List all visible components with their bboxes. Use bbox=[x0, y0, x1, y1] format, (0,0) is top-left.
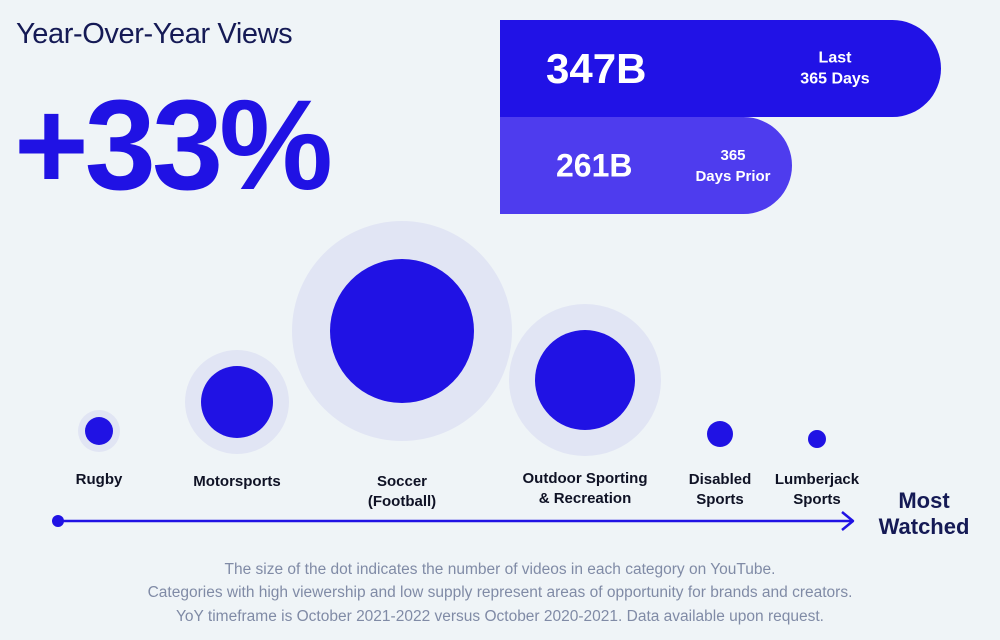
category-label-disabled-sports: Disabled Sports bbox=[689, 470, 752, 511]
category-label-outdoor-sporting-recreation: Outdoor Sporting & Recreation bbox=[523, 469, 648, 510]
category-label-line: Outdoor Sporting bbox=[522, 470, 648, 487]
axis-end-label-line2: Watched bbox=[878, 514, 970, 540]
category-label-line: Soccer bbox=[376, 473, 428, 490]
bubble-disabled-sports bbox=[707, 421, 733, 447]
prior-views-pill: 261B 365 Days Prior bbox=[500, 117, 792, 214]
category-label-lumberjack-sports: Lumberjack Sports bbox=[775, 470, 859, 511]
category-label-line: Lumberjack bbox=[774, 471, 860, 488]
category-label-motorsports: Motorsports bbox=[193, 472, 281, 492]
axis-arrowhead bbox=[841, 511, 855, 531]
footnotes: The size of the dot indicates the number… bbox=[0, 558, 1000, 628]
current-views-label-line2: 365 Days bbox=[800, 70, 870, 88]
category-label-line: & Recreation bbox=[538, 490, 632, 508]
bubble-motorsports bbox=[201, 366, 273, 438]
category-label-soccer-football: Soccer (Football) bbox=[368, 472, 436, 513]
category-label-line: Rugby bbox=[75, 471, 123, 488]
category-label-line: (Football) bbox=[367, 493, 437, 511]
category-label-line: Sports bbox=[793, 491, 841, 509]
bubble-rugby bbox=[85, 417, 113, 445]
category-label-line: Disabled bbox=[688, 471, 752, 488]
footnote-line: Categories with high viewership and low … bbox=[147, 584, 853, 602]
current-views-value: 347B bbox=[546, 44, 647, 92]
current-views-label-line1: Last bbox=[818, 48, 852, 66]
footnote-line: YoY timeframe is October 2021-2022 versu… bbox=[176, 607, 824, 625]
category-label-rugby: Rugby bbox=[76, 470, 123, 490]
category-label-line: Sports bbox=[696, 491, 744, 509]
prior-views-value: 261B bbox=[556, 147, 633, 183]
bubble-soccer-football bbox=[330, 259, 474, 403]
prior-views-label-line1: 365 bbox=[720, 146, 746, 164]
bubble-lumberjack-sports bbox=[808, 430, 826, 448]
axis-end-label: Most Watched bbox=[872, 488, 976, 541]
bubble-outdoor-sporting-recreation bbox=[535, 330, 635, 430]
axis-end-label-line1: Most bbox=[898, 488, 950, 513]
page-title: Year-Over-Year Views bbox=[16, 18, 293, 50]
footnote-line: The size of the dot indicates the number… bbox=[224, 561, 776, 578]
category-label-line: Motorsports bbox=[193, 473, 281, 490]
prior-views-label: 365 Days Prior bbox=[680, 145, 786, 187]
yoy-change-value: +33% bbox=[14, 74, 333, 217]
current-views-pill: 347B Last 365 Days bbox=[500, 20, 941, 117]
prior-views-label-line2: Days Prior bbox=[695, 167, 771, 185]
current-views-label: Last 365 Days bbox=[780, 47, 890, 90]
